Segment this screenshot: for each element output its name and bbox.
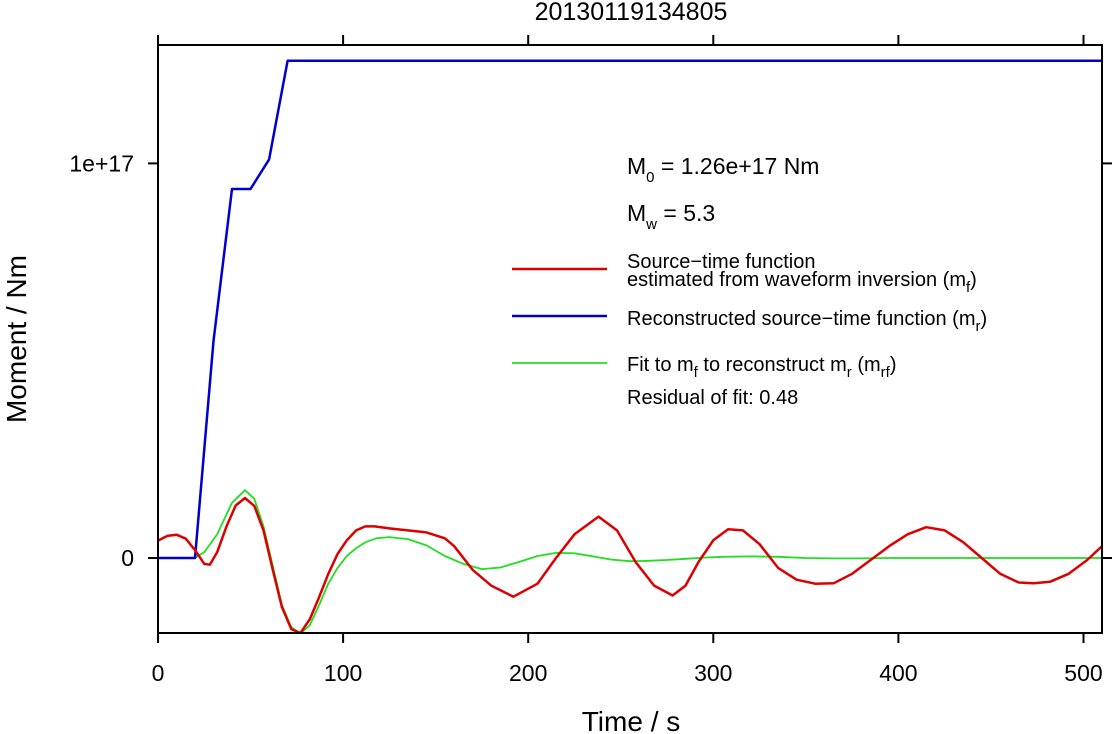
y-axis: 0 1e+17 xyxy=(69,150,1112,571)
x-axis: 0 100 200 300 400 500 xyxy=(152,35,1103,686)
x-tick-label-500: 500 xyxy=(1064,660,1102,686)
legend: Source−time function estimated from wave… xyxy=(512,251,987,409)
legend-label-mf-line2: estimated from waveform inversion (mf) xyxy=(627,269,977,296)
legend-label-mf-line1: Source−time function xyxy=(627,251,815,273)
series-line-mrf xyxy=(158,489,1102,633)
x-axis-label: Time / s xyxy=(582,706,681,734)
mw-annotation: Mw = 5.3 xyxy=(627,200,715,233)
series-line-mf xyxy=(158,496,1102,633)
legend-label-mrf: Fit to mf to reconstruct mr (mrf) xyxy=(627,354,897,381)
x-tick-label-200: 200 xyxy=(509,660,547,686)
plot-frame xyxy=(157,44,1103,634)
y-tick-label-1: 1e+17 xyxy=(69,150,134,176)
y-tick-label-0: 0 xyxy=(121,545,134,571)
x-tick-label-300: 300 xyxy=(694,660,732,686)
series-line-mr xyxy=(158,59,1102,560)
x-tick-label-0: 0 xyxy=(152,660,165,686)
y-axis-label: Moment / Nm xyxy=(1,255,32,423)
m0-annotation: M0 = 1.26e+17 Nm xyxy=(627,153,819,186)
legend-label-mr: Reconstructed source−time function (mr) xyxy=(627,308,987,335)
annotations: M0 = 1.26e+17 Nm Mw = 5.3 xyxy=(627,153,819,233)
x-tick-label-100: 100 xyxy=(324,660,362,686)
residual-annotation: Residual of fit: 0.48 xyxy=(627,387,798,409)
x-tick-label-400: 400 xyxy=(879,660,917,686)
chart-title: 20130119134805 xyxy=(535,0,728,26)
